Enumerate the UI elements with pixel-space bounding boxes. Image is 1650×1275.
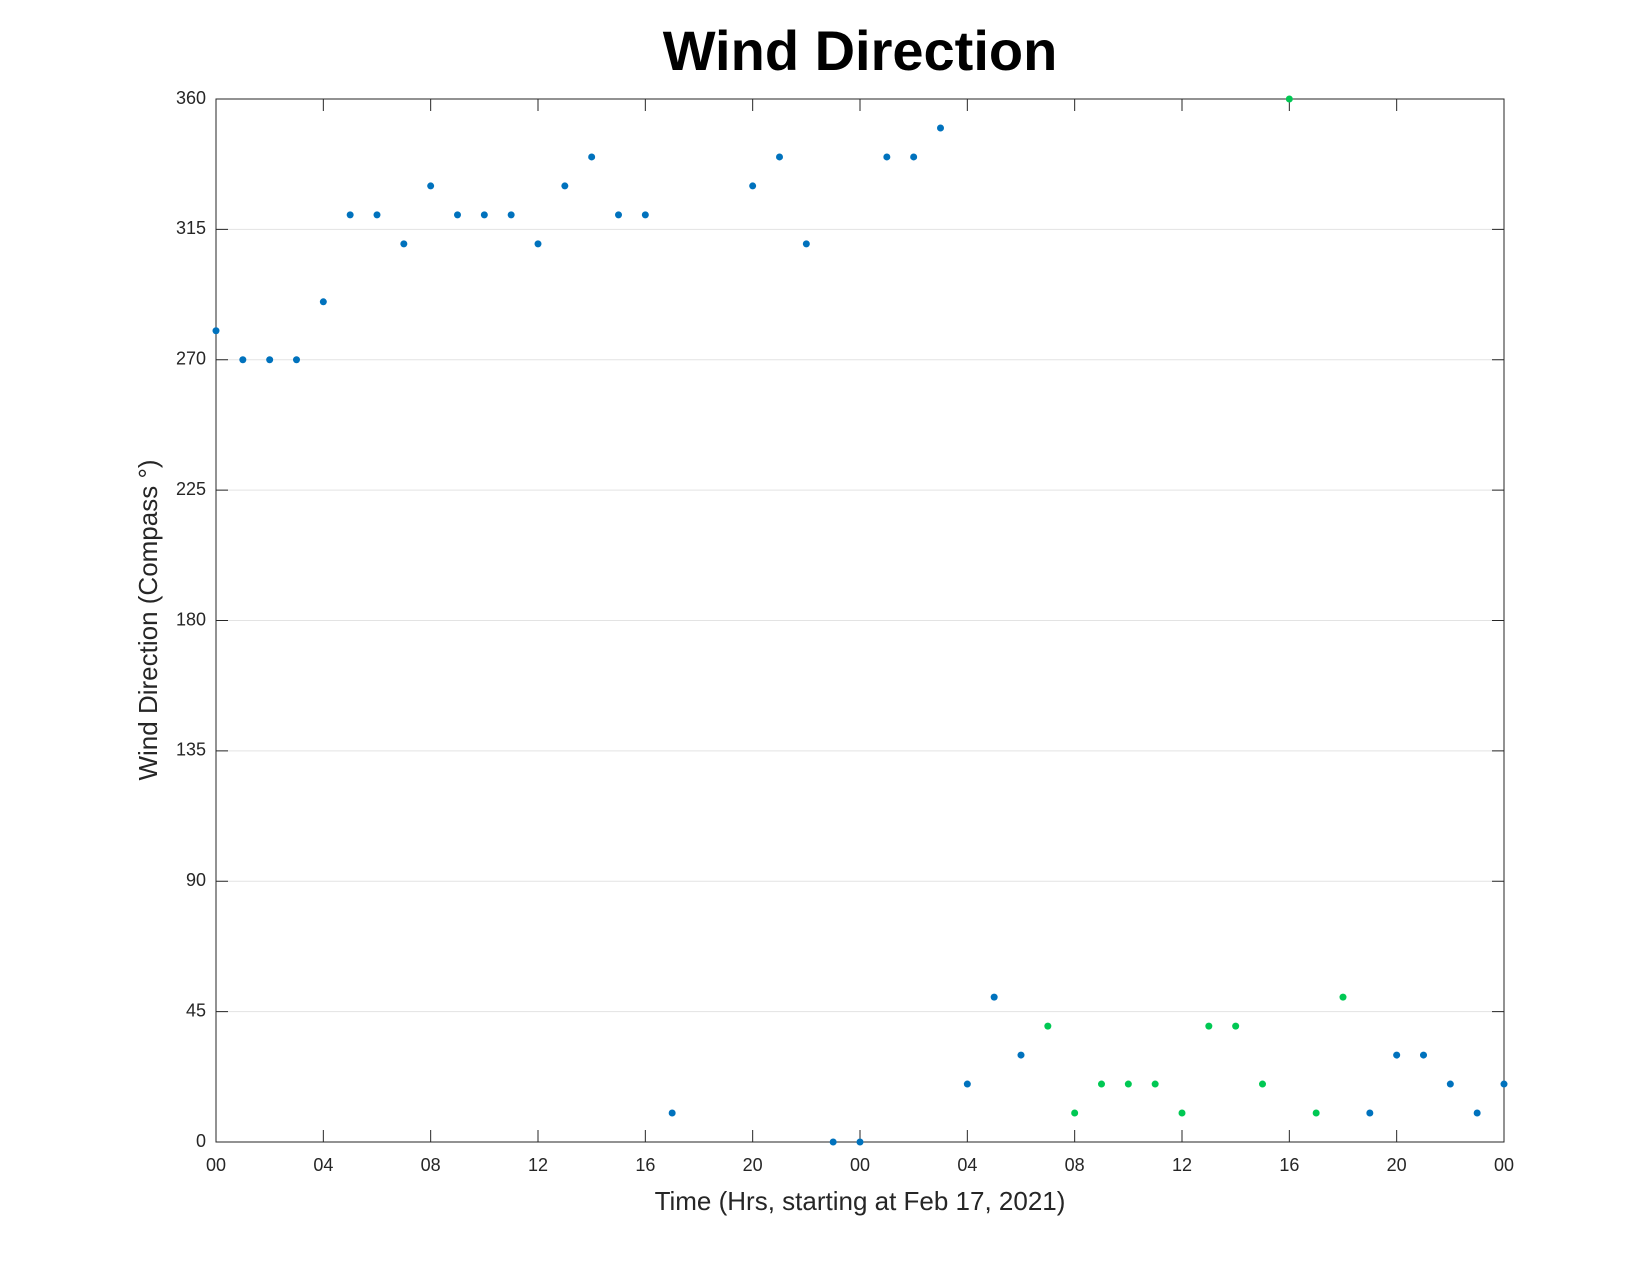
point (937, 124, 944, 132)
point (749, 182, 757, 190)
point (1098, 1080, 1105, 1088)
point (454, 211, 461, 219)
point (910, 153, 918, 161)
point (427, 182, 435, 190)
point (534, 240, 542, 248)
point (588, 153, 596, 161)
point (1259, 1080, 1266, 1088)
x-tick-label: 20 (743, 1155, 763, 1175)
point (776, 153, 783, 161)
point (1366, 1109, 1374, 1117)
y-axis-label: Wind Direction (Compass °) (133, 459, 163, 780)
point (883, 153, 891, 161)
point (668, 1109, 676, 1117)
point (293, 356, 300, 364)
point (615, 211, 622, 219)
point (1312, 1109, 1320, 1117)
point (1071, 1109, 1079, 1117)
x-tick-label: 12 (528, 1155, 548, 1175)
y-tick-label: 135 (176, 740, 206, 760)
x-tick-label: 00 (1494, 1155, 1514, 1175)
point (963, 1080, 971, 1088)
x-tick-label: 16 (635, 1155, 655, 1175)
point (1044, 1022, 1052, 1030)
point (373, 211, 381, 219)
x-tick-label: 00 (206, 1155, 226, 1175)
y-tick-label: 90 (186, 870, 206, 890)
point (507, 211, 515, 219)
point (212, 327, 220, 335)
point (1285, 95, 1293, 103)
x-tick-label: 04 (313, 1155, 333, 1175)
y-tick-label: 225 (176, 479, 206, 499)
point (1124, 1080, 1132, 1088)
x-axis-label: Time (Hrs, starting at Feb 17, 2021) (655, 1186, 1066, 1216)
x-tick-label: 08 (421, 1155, 441, 1175)
chart-title: Wind Direction (663, 19, 1058, 82)
x-tick-label: 20 (1387, 1155, 1407, 1175)
point (1205, 1022, 1213, 1030)
point (641, 211, 649, 219)
y-tick-label: 180 (176, 609, 206, 629)
point (1339, 993, 1347, 1001)
point (829, 1138, 837, 1146)
point (1178, 1109, 1186, 1117)
point (480, 211, 488, 219)
y-tick-label: 360 (176, 88, 206, 108)
point (266, 356, 274, 364)
point (802, 240, 810, 248)
point (856, 1138, 864, 1146)
point (1232, 1022, 1240, 1030)
point (990, 993, 998, 1001)
point (1473, 1109, 1481, 1117)
y-tick-label: 315 (176, 218, 206, 238)
x-tick-label: 16 (1279, 1155, 1299, 1175)
point (400, 240, 408, 248)
point (1500, 1080, 1508, 1088)
point (1393, 1051, 1401, 1059)
x-tick-label: 12 (1172, 1155, 1192, 1175)
point (239, 356, 247, 364)
point (561, 182, 569, 190)
y-tick-label: 0 (196, 1131, 206, 1151)
x-tick-label: 08 (1065, 1155, 1085, 1175)
point (1017, 1051, 1025, 1059)
x-tick-label: 00 (850, 1155, 870, 1175)
point (1151, 1080, 1159, 1088)
point (1420, 1051, 1427, 1059)
point (346, 211, 354, 219)
point (319, 298, 327, 306)
point (1446, 1080, 1454, 1088)
x-tick-label: 04 (957, 1155, 977, 1175)
y-tick-label: 45 (186, 1000, 206, 1020)
y-tick-label: 270 (176, 349, 206, 369)
